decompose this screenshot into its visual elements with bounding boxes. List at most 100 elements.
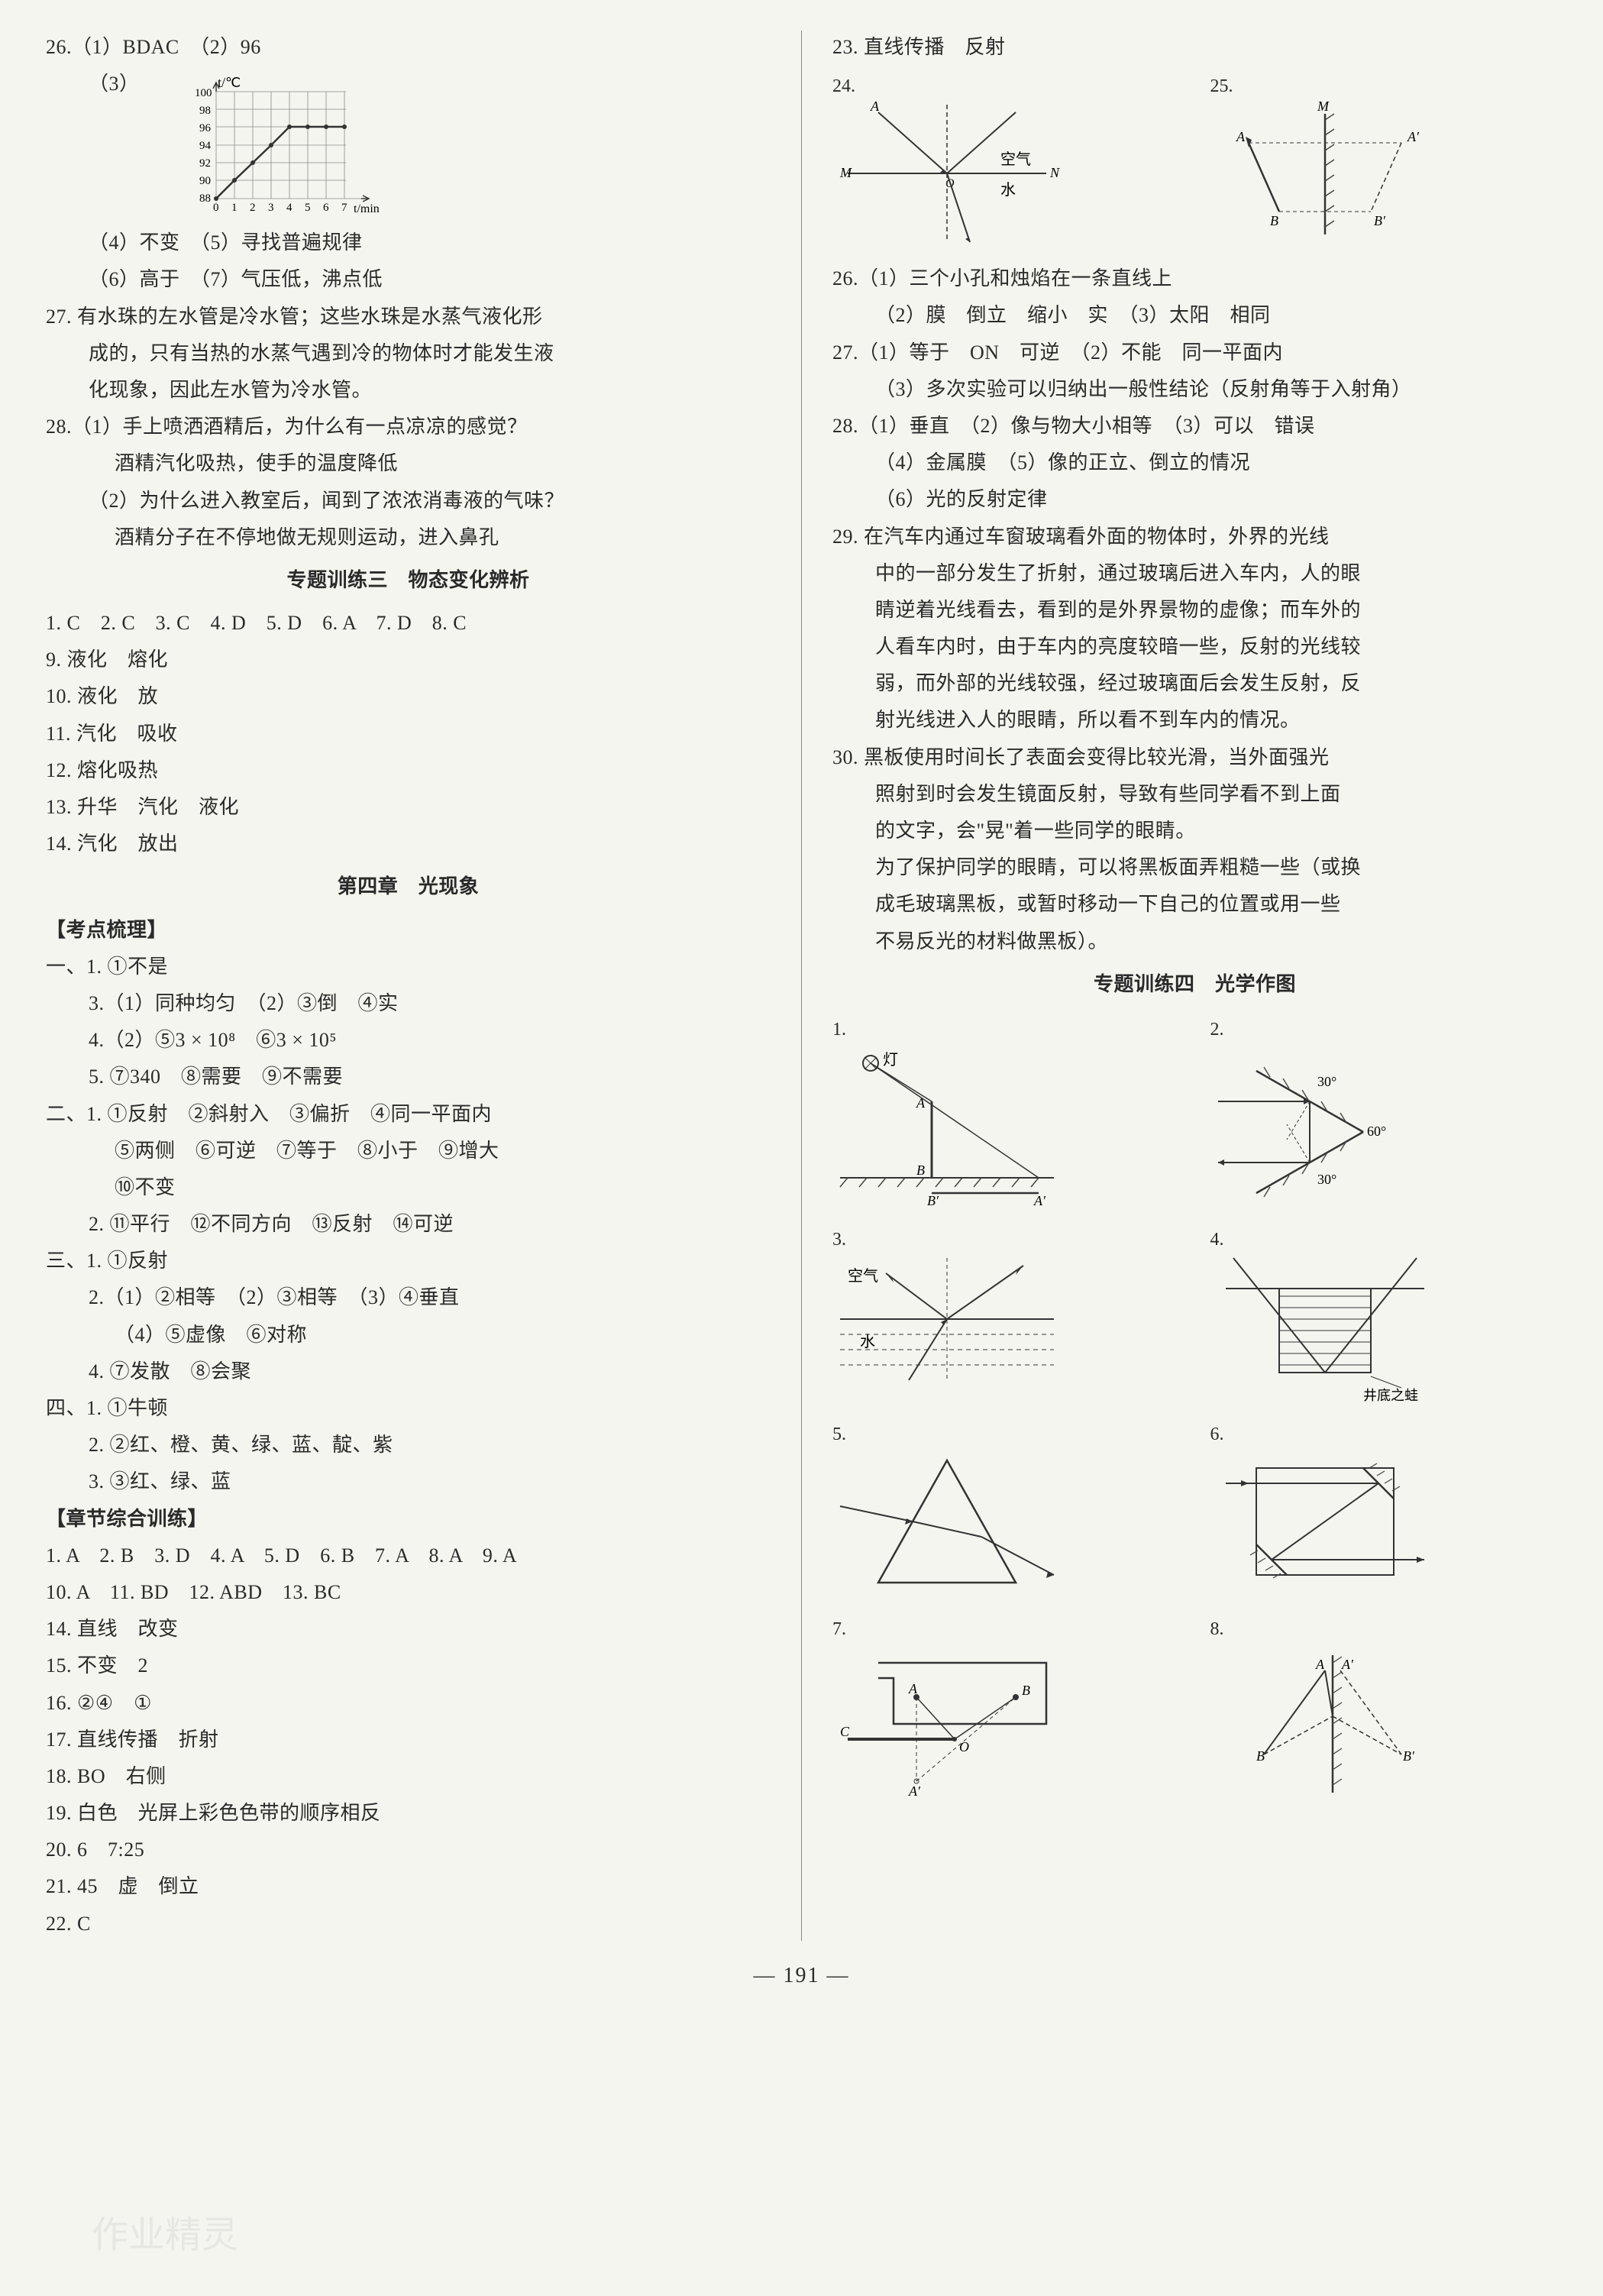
svg-text:M: M <box>1317 99 1330 114</box>
zj-21: 21. 45 虚 倒立 <box>46 1870 771 1903</box>
title-s4: 专题训练四 光学作图 <box>832 968 1557 1001</box>
svg-text:M: M <box>839 165 852 180</box>
svg-text:3: 3 <box>268 202 274 214</box>
svg-text:94: 94 <box>199 140 212 152</box>
kd-3-2b: （4）⑤虚像 ⑥对称 <box>46 1318 771 1352</box>
q26-1: 26.（1）BDAC （2）96 <box>46 31 771 64</box>
q28-2b: 酒精分子在不停地做无规则运动，进入鼻孔 <box>46 521 771 555</box>
svg-text:92: 92 <box>199 157 211 170</box>
diagram-8: 8. A A′ B B′ <box>1210 1619 1558 1808</box>
q28-6: （6）光的反射定律 <box>832 483 1557 516</box>
q26-2: （2）膜 倒立 缩小 实 （3）太阳 相同 <box>832 299 1557 332</box>
q28-1b: 酒精汽化吸热，使手的温度降低 <box>46 447 771 480</box>
q28-1: 28.（1）垂直 （2）像与物大小相等 （3）可以 错误 <box>832 409 1557 443</box>
q27b: 成的，只有当热的水蒸气遇到冷的物体时才能发生液 <box>46 337 771 370</box>
svg-text:30°: 30° <box>1317 1074 1336 1089</box>
svg-text:空气: 空气 <box>848 1267 878 1285</box>
kd-4-1: 四、1. ①牛顿 <box>46 1392 771 1425</box>
svg-text:B: B <box>1270 213 1278 228</box>
zj-20: 20. 6 7:25 <box>46 1833 771 1867</box>
kd-2-1a: 二、1. ①反射 ②斜射入 ③偏折 ④同一平面内 <box>46 1098 771 1131</box>
svg-text:t/min: t/min <box>354 202 380 214</box>
svg-text:灯: 灯 <box>883 1051 898 1069</box>
q29c: 睛逆着光线看去，看到的是外界景物的虚像；而车外的 <box>832 593 1557 627</box>
watermark: 作业精灵 <box>92 2204 238 2258</box>
svg-text:30°: 30° <box>1317 1172 1336 1187</box>
svg-text:5: 5 <box>305 202 311 214</box>
diagram-24: 24. M N O A 空气 <box>832 76 1180 250</box>
q26-4: （4）不变 （5）寻找普遍规律 <box>46 226 771 260</box>
kd-1-4: 4.（2）⑤3 × 10⁸ ⑥3 × 10⁵ <box>46 1023 771 1057</box>
q30f: 不易反光的材料做黑板）。 <box>832 925 1557 959</box>
q29b: 中的一部分发生了折射，通过玻璃后进入车内，人的眼 <box>832 557 1557 590</box>
svg-text:7: 7 <box>341 202 347 214</box>
svg-text:96: 96 <box>199 122 212 134</box>
q29f: 射光线进入人的眼睛，所以看不到车内的情况。 <box>832 703 1557 737</box>
kd-head: 【考点梳理】 <box>46 914 771 947</box>
diagram-6: 6. <box>1210 1424 1558 1598</box>
zj-17: 17. 直线传播 折射 <box>46 1723 771 1757</box>
zj-14: 14. 直线 改变 <box>46 1612 771 1646</box>
q29a: 29. 在汽车内通过车窗玻璃看外面的物体时，外界的光线 <box>832 520 1557 554</box>
svg-text:2: 2 <box>250 202 256 214</box>
svg-text:1: 1 <box>231 202 238 214</box>
s3-10: 10. 液化 放 <box>46 680 771 713</box>
q27c: 化现象，因此左水管为冷水管。 <box>46 374 771 407</box>
diagram-1: 1. 灯 <box>832 1020 1180 1208</box>
zj-18: 18. BO 右侧 <box>46 1760 771 1793</box>
kd-2-1c: ⑩不变 <box>46 1171 771 1205</box>
svg-text:6: 6 <box>323 202 329 214</box>
svg-text:A: A <box>870 99 880 114</box>
q26-1: 26.（1）三个小孔和烛焰在一条直线上 <box>832 262 1557 296</box>
q28-2a: （2）为什么进入教室后，闻到了浓浓消毒液的气味？ <box>46 484 771 518</box>
kd-1-5: 5. ⑦340 ⑧需要 ⑨不需要 <box>46 1060 771 1094</box>
s3-11: 11. 汽化 吸收 <box>46 717 771 751</box>
svg-text:N: N <box>1049 165 1060 180</box>
svg-text:空气: 空气 <box>1000 150 1031 168</box>
diagram-7: 7. C A B O <box>832 1619 1180 1808</box>
svg-text:A′: A′ <box>1407 129 1420 144</box>
q26-6: （6）高于 （7）气压低，沸点低 <box>46 263 771 296</box>
q30d: 为了保护同学的眼睛，可以将黑板面弄粗糙一些（或换 <box>832 851 1557 884</box>
q26-3: （3） <box>46 67 140 101</box>
svg-text:B′: B′ <box>927 1193 939 1208</box>
svg-text:B: B <box>1256 1748 1265 1764</box>
svg-text:A′: A′ <box>1341 1657 1354 1672</box>
q28-4: （4）金属膜 （5）像的正立、倒立的情况 <box>832 446 1557 480</box>
svg-text:B: B <box>916 1163 925 1178</box>
q30c: 的文字，会"晃"着一些同学的眼睛。 <box>832 814 1557 848</box>
s3-13: 13. 升华 汽化 液化 <box>46 791 771 824</box>
svg-text:井底之蛙: 井底之蛙 <box>1363 1388 1418 1403</box>
svg-text:B′: B′ <box>1374 213 1386 228</box>
title-ch4: 第四章 光现象 <box>46 870 771 904</box>
svg-text:100: 100 <box>195 87 212 99</box>
zj-22: 22. C <box>46 1907 771 1941</box>
kd-1-1: 一、1. ①不是 <box>46 950 771 984</box>
svg-text:0: 0 <box>213 202 219 214</box>
q27-3: （3）多次实验可以归纳出一般性结论（反射角等于入射角） <box>832 373 1557 406</box>
diagram-2: 2. 30° 60° 30° <box>1210 1020 1558 1208</box>
zj-15: 15. 不变 2 <box>46 1649 771 1683</box>
kd-3-2a: 2.（1）②相等 （2）③相等 （3）④垂直 <box>46 1281 771 1315</box>
svg-text:4: 4 <box>286 202 292 214</box>
kd-3-4: 4. ⑦发散 ⑧会聚 <box>46 1355 771 1389</box>
chart-ylabel: t/℃ <box>218 76 241 90</box>
q30e: 成毛玻璃黑板，或暂时移动一下自己的位置或用一些 <box>832 888 1557 921</box>
svg-text:水: 水 <box>1000 181 1016 199</box>
q30a: 30. 黑板使用时间长了表面会变得比较光滑，当外面强光 <box>832 741 1557 774</box>
svg-text:C: C <box>840 1724 850 1739</box>
kd-2-2: 2. ⑪平行 ⑫不同方向 ⑬反射 ⑭可逆 <box>46 1208 771 1241</box>
svg-text:A: A <box>1315 1657 1325 1672</box>
q27a: 27. 有水珠的左水管是冷水管；这些水珠是水蒸气液化形 <box>46 300 771 334</box>
q29d: 人看车内时，由于车内的亮度较暗一些，反射的光线较 <box>832 630 1557 664</box>
left-column: 26.（1）BDAC （2）96 （3） t/℃ <box>46 31 771 1941</box>
svg-text:60°: 60° <box>1367 1124 1386 1139</box>
s3-14: 14. 汽化 放出 <box>46 827 771 861</box>
s3-9: 9. 液化 熔化 <box>46 643 771 677</box>
svg-text:B′: B′ <box>1403 1748 1415 1764</box>
page-number: — 191 — <box>46 1964 1557 1988</box>
zj-19: 19. 白色 光屏上彩色色带的顺序相反 <box>46 1796 771 1830</box>
q27-1: 27.（1）等于 ON 可逆 （2）不能 同一平面内 <box>832 336 1557 370</box>
svg-text:A′: A′ <box>908 1783 921 1799</box>
svg-text:98: 98 <box>199 105 211 117</box>
